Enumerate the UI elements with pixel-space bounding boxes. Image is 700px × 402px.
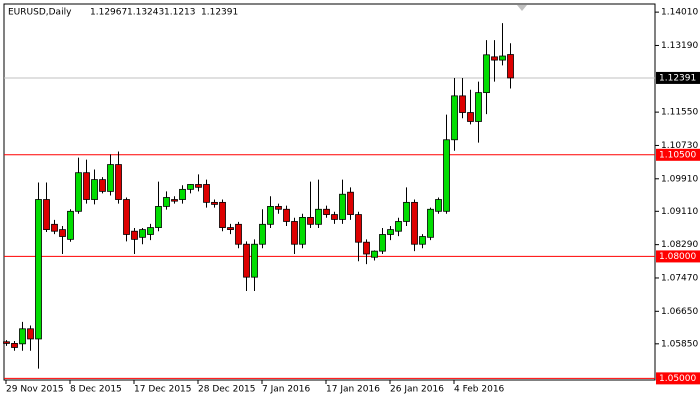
y-tick-label: 1.05850 bbox=[661, 339, 698, 349]
x-tick-label: 28 Dec 2015 bbox=[198, 385, 256, 395]
candle-body bbox=[187, 184, 194, 190]
candle-body bbox=[11, 343, 18, 348]
y-tick-label: 1.09910 bbox=[661, 174, 698, 184]
candle-body bbox=[443, 139, 450, 212]
candle-body bbox=[379, 234, 386, 252]
candle-body bbox=[59, 229, 66, 237]
candle-body bbox=[139, 229, 146, 238]
candle-body bbox=[355, 214, 362, 243]
candle-body bbox=[427, 208, 434, 238]
candle-body bbox=[131, 230, 138, 240]
plot-frame bbox=[3, 3, 656, 381]
price-level-tag bbox=[656, 71, 700, 84]
price-level-label: 1.08000 bbox=[659, 252, 696, 262]
candle-body bbox=[243, 243, 250, 278]
candle-body bbox=[203, 184, 210, 203]
candle-body bbox=[259, 223, 266, 245]
y-tick-label: 1.14010 bbox=[661, 8, 698, 18]
candle-body bbox=[3, 341, 10, 344]
y-tick-label: 1.09110 bbox=[661, 207, 698, 217]
price-level-label: 1.10500 bbox=[659, 150, 696, 160]
candle-body bbox=[459, 95, 466, 113]
y-tick-label: 1.07470 bbox=[661, 273, 698, 283]
price-level-label: 1.12391 bbox=[659, 73, 696, 83]
candle-body bbox=[483, 54, 490, 94]
y-tick-label: 1.13190 bbox=[661, 41, 698, 51]
x-tick-label: 29 Nov 2015 bbox=[6, 385, 64, 395]
x-tick-label: 26 Jan 2016 bbox=[390, 385, 444, 395]
candle-body bbox=[395, 221, 402, 232]
candle-body bbox=[163, 197, 170, 207]
candle-body bbox=[419, 236, 426, 245]
candle-body bbox=[323, 208, 330, 215]
price-level-tag bbox=[656, 250, 700, 263]
candle-body bbox=[435, 199, 442, 212]
candle-body bbox=[19, 328, 26, 345]
candle-body bbox=[267, 206, 274, 225]
candle-body bbox=[123, 199, 130, 235]
candle-body bbox=[307, 217, 314, 225]
y-tick-label: 1.08290 bbox=[661, 240, 698, 250]
price-level-tag bbox=[656, 148, 700, 161]
candle-body bbox=[283, 208, 290, 222]
chart-shift-marker bbox=[517, 5, 527, 11]
candle-body bbox=[275, 206, 282, 210]
candle-body bbox=[115, 164, 122, 200]
candle-body bbox=[43, 199, 50, 231]
header-open: 1.12967 bbox=[90, 8, 127, 18]
candle-body bbox=[363, 241, 370, 255]
candle-body bbox=[451, 95, 458, 141]
x-tick-label: 4 Feb 2016 bbox=[454, 385, 505, 395]
candle-body bbox=[347, 191, 354, 215]
candle-body bbox=[499, 55, 506, 61]
x-tick-label: 7 Jan 2016 bbox=[262, 385, 310, 395]
candle-body bbox=[331, 214, 338, 220]
candle-body bbox=[195, 184, 202, 188]
candle-body bbox=[211, 201, 218, 205]
candle-body bbox=[179, 188, 186, 200]
x-tick-label: 17 Dec 2015 bbox=[134, 385, 192, 395]
header-high: 1.13243 bbox=[127, 8, 164, 18]
header-close: 1.12391 bbox=[201, 8, 238, 18]
candle-body bbox=[91, 179, 98, 200]
candle-body bbox=[227, 227, 234, 230]
candle-body bbox=[491, 56, 498, 61]
price-level-tag bbox=[656, 372, 700, 385]
candle-body bbox=[291, 221, 298, 245]
candle-body bbox=[371, 250, 378, 258]
candle-body bbox=[403, 201, 410, 222]
candle-body bbox=[35, 199, 42, 340]
candle-body bbox=[507, 54, 514, 79]
candle-body bbox=[251, 243, 258, 278]
candle-body bbox=[75, 172, 82, 212]
candle-body bbox=[299, 217, 306, 245]
x-tick-label: 8 Dec 2015 bbox=[70, 385, 122, 395]
candle-body bbox=[107, 164, 114, 192]
x-tick-label: 17 Jan 2016 bbox=[326, 385, 380, 395]
candle-body bbox=[51, 223, 58, 232]
candle-body bbox=[315, 208, 322, 225]
candle-body bbox=[83, 172, 90, 200]
candle-body bbox=[475, 92, 482, 122]
candle-body bbox=[171, 199, 178, 202]
candle-body bbox=[467, 112, 474, 122]
candle-body bbox=[67, 210, 74, 240]
y-tick-label: 1.10730 bbox=[661, 141, 698, 151]
candle-body bbox=[99, 179, 106, 192]
y-tick-label: 1.06650 bbox=[661, 307, 698, 317]
price-level-label: 1.05000 bbox=[659, 374, 696, 384]
candle-body bbox=[387, 229, 394, 235]
candle-body bbox=[219, 201, 226, 228]
candle-body bbox=[339, 193, 346, 220]
header-low: 1.1213 bbox=[164, 8, 196, 18]
chart-symbol: EURUSD,Daily bbox=[8, 8, 72, 18]
candle-body bbox=[411, 201, 418, 245]
candle-body bbox=[27, 328, 34, 340]
candle-body bbox=[147, 227, 154, 235]
candle-body bbox=[235, 223, 242, 245]
y-tick-label: 1.11550 bbox=[661, 108, 698, 118]
candle-body bbox=[155, 206, 162, 228]
